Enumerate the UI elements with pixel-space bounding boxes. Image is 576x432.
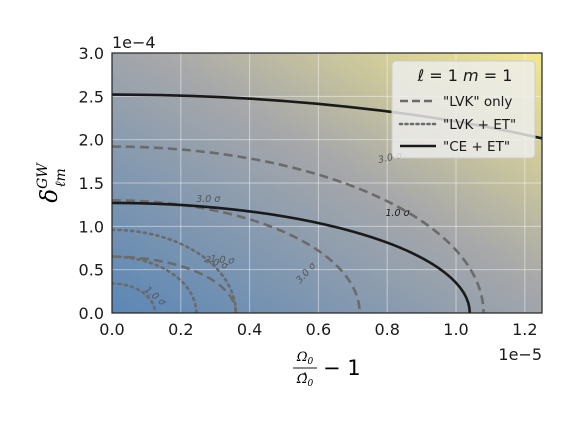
contour-line bbox=[112, 282, 157, 313]
x-axis-label: Ω0 Ω̂0 − 1 bbox=[293, 350, 361, 389]
contour-line bbox=[112, 255, 238, 313]
y-tick-label: 1.5 bbox=[79, 174, 104, 193]
y-offset-label: 1e−4 bbox=[112, 33, 156, 52]
contour-level-label: 3.0 σ bbox=[196, 194, 221, 205]
contour-line bbox=[112, 228, 238, 313]
svg-text:Ω0: Ω0 bbox=[296, 350, 314, 367]
contour-line bbox=[112, 145, 485, 313]
legend-title: ℓ = 1 m = 1 bbox=[417, 66, 513, 85]
x-tick-label: 1.0 bbox=[443, 320, 468, 339]
y-tick-label: 0.5 bbox=[79, 261, 104, 280]
svg-text:− 1: − 1 bbox=[323, 356, 361, 380]
y-tick-label: 0.0 bbox=[79, 304, 104, 323]
x-tick-label: 0.4 bbox=[237, 320, 262, 339]
y-tick-label: 3.0 bbox=[79, 44, 104, 63]
contour-line bbox=[112, 199, 361, 313]
plot-frame bbox=[111, 52, 543, 314]
x-tick-label: 0.2 bbox=[168, 320, 193, 339]
contour-line bbox=[112, 93, 542, 140]
x-tick-labels: 0.0 0.2 0.4 0.6 0.8 1.0 1.2 bbox=[99, 320, 537, 339]
y-tick-labels: 0.0 0.5 1.0 1.5 2.0 2.5 3.0 bbox=[79, 44, 104, 323]
y-tick-label: 2.0 bbox=[79, 131, 104, 150]
legend-label-ce-et: "CE + ET" bbox=[443, 139, 510, 155]
contour-level-label: 1.0 σ bbox=[210, 254, 236, 267]
x-tick-label: 0.0 bbox=[99, 320, 124, 339]
contour-lines bbox=[112, 93, 542, 313]
x-tick-label: 0.8 bbox=[374, 320, 399, 339]
legend-label-lvk-et: "LVK + ET" bbox=[443, 117, 516, 133]
y-axis-label: δGW ℓm bbox=[35, 162, 69, 203]
legend: ℓ = 1 m = 1 "LVK" only "LVK + ET" "CE + … bbox=[391, 60, 536, 159]
x-offset-label: 1e−5 bbox=[498, 345, 542, 364]
y-tick-label: 1.0 bbox=[79, 217, 104, 236]
contour-level-label: 1.0 σ bbox=[385, 208, 410, 219]
legend-label-lvk: "LVK" only bbox=[443, 94, 512, 110]
contour-line bbox=[112, 201, 472, 313]
svg-text:Ω̂0: Ω̂0 bbox=[296, 372, 314, 389]
x-tick-label: 1.2 bbox=[512, 320, 537, 339]
legend-box bbox=[391, 60, 536, 159]
x-tick-label: 0.6 bbox=[306, 320, 331, 339]
y-tick-label: 2.5 bbox=[79, 87, 104, 106]
